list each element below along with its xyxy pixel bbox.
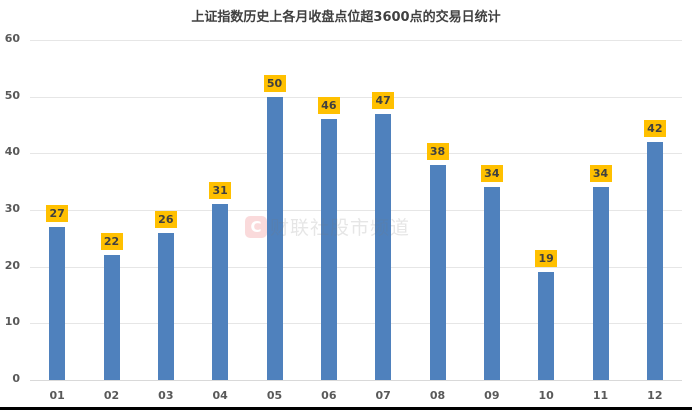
watermark-text: 财联社股市频道 (270, 217, 411, 239)
x-tick-label: 02 (103, 389, 120, 402)
watermark: C 财联社股市频道 (245, 213, 410, 240)
chart-title: 上证指数历史上各月收盘点位超3600点的交易日统计 (191, 10, 501, 25)
bar-05 (266, 96, 283, 380)
data-label: 27 (46, 205, 69, 222)
data-label: 38 (426, 142, 449, 160)
bar-02 (103, 255, 120, 380)
data-label: 46 (317, 97, 340, 115)
y-tick-label: 20 (4, 258, 20, 272)
plot-area: 27 22 26 31 50 46 47 38 34 19 34 42 (30, 40, 682, 381)
data-label: 26 (154, 210, 177, 228)
data-label: 34 (589, 165, 612, 183)
x-tick-label: 03 (158, 389, 174, 402)
x-tick-label: 06 (321, 389, 337, 402)
x-tick-label: 12 (647, 389, 663, 402)
x-tick-label: 04 (212, 389, 228, 402)
data-label: 31 (209, 182, 232, 200)
y-tick-label: 60 (4, 32, 20, 45)
y-tick-label: 40 (4, 145, 20, 159)
data-label: 50 (263, 74, 286, 92)
bar-07 (375, 113, 392, 380)
gridline (30, 40, 682, 41)
bar-03 (157, 232, 174, 380)
gridline (30, 96, 682, 98)
bar-01 (49, 227, 66, 380)
x-axis-line (30, 380, 682, 381)
x-tick-label: 07 (375, 389, 391, 402)
x-tick-label: 01 (49, 389, 65, 402)
y-tick-label: 30 (4, 202, 20, 215)
bar-06 (320, 119, 337, 380)
bar-11 (592, 187, 609, 380)
x-tick-label: 10 (538, 389, 554, 402)
bar-04 (212, 204, 229, 380)
y-tick-label: 50 (4, 88, 20, 102)
x-tick-label: 08 (429, 389, 446, 402)
x-tick-label: 11 (592, 389, 609, 402)
bar-10 (538, 272, 555, 380)
data-label: 19 (535, 250, 558, 268)
bar-09 (483, 187, 500, 380)
gridline (30, 210, 682, 211)
bar-08 (429, 164, 446, 380)
gridline (30, 266, 682, 268)
data-label: 34 (480, 165, 503, 183)
bar-12 (646, 142, 663, 380)
data-label: 22 (100, 233, 123, 251)
gridline (30, 153, 682, 155)
data-label: 47 (372, 91, 395, 109)
bottom-border (0, 407, 692, 410)
x-tick-label: 05 (266, 389, 283, 402)
gridline (30, 323, 682, 325)
watermark-logo-icon: C (245, 215, 267, 238)
y-tick-label: 0 (12, 372, 20, 385)
x-tick-label: 09 (484, 389, 500, 402)
data-label: 42 (643, 120, 666, 137)
y-tick-label: 10 (4, 315, 20, 329)
